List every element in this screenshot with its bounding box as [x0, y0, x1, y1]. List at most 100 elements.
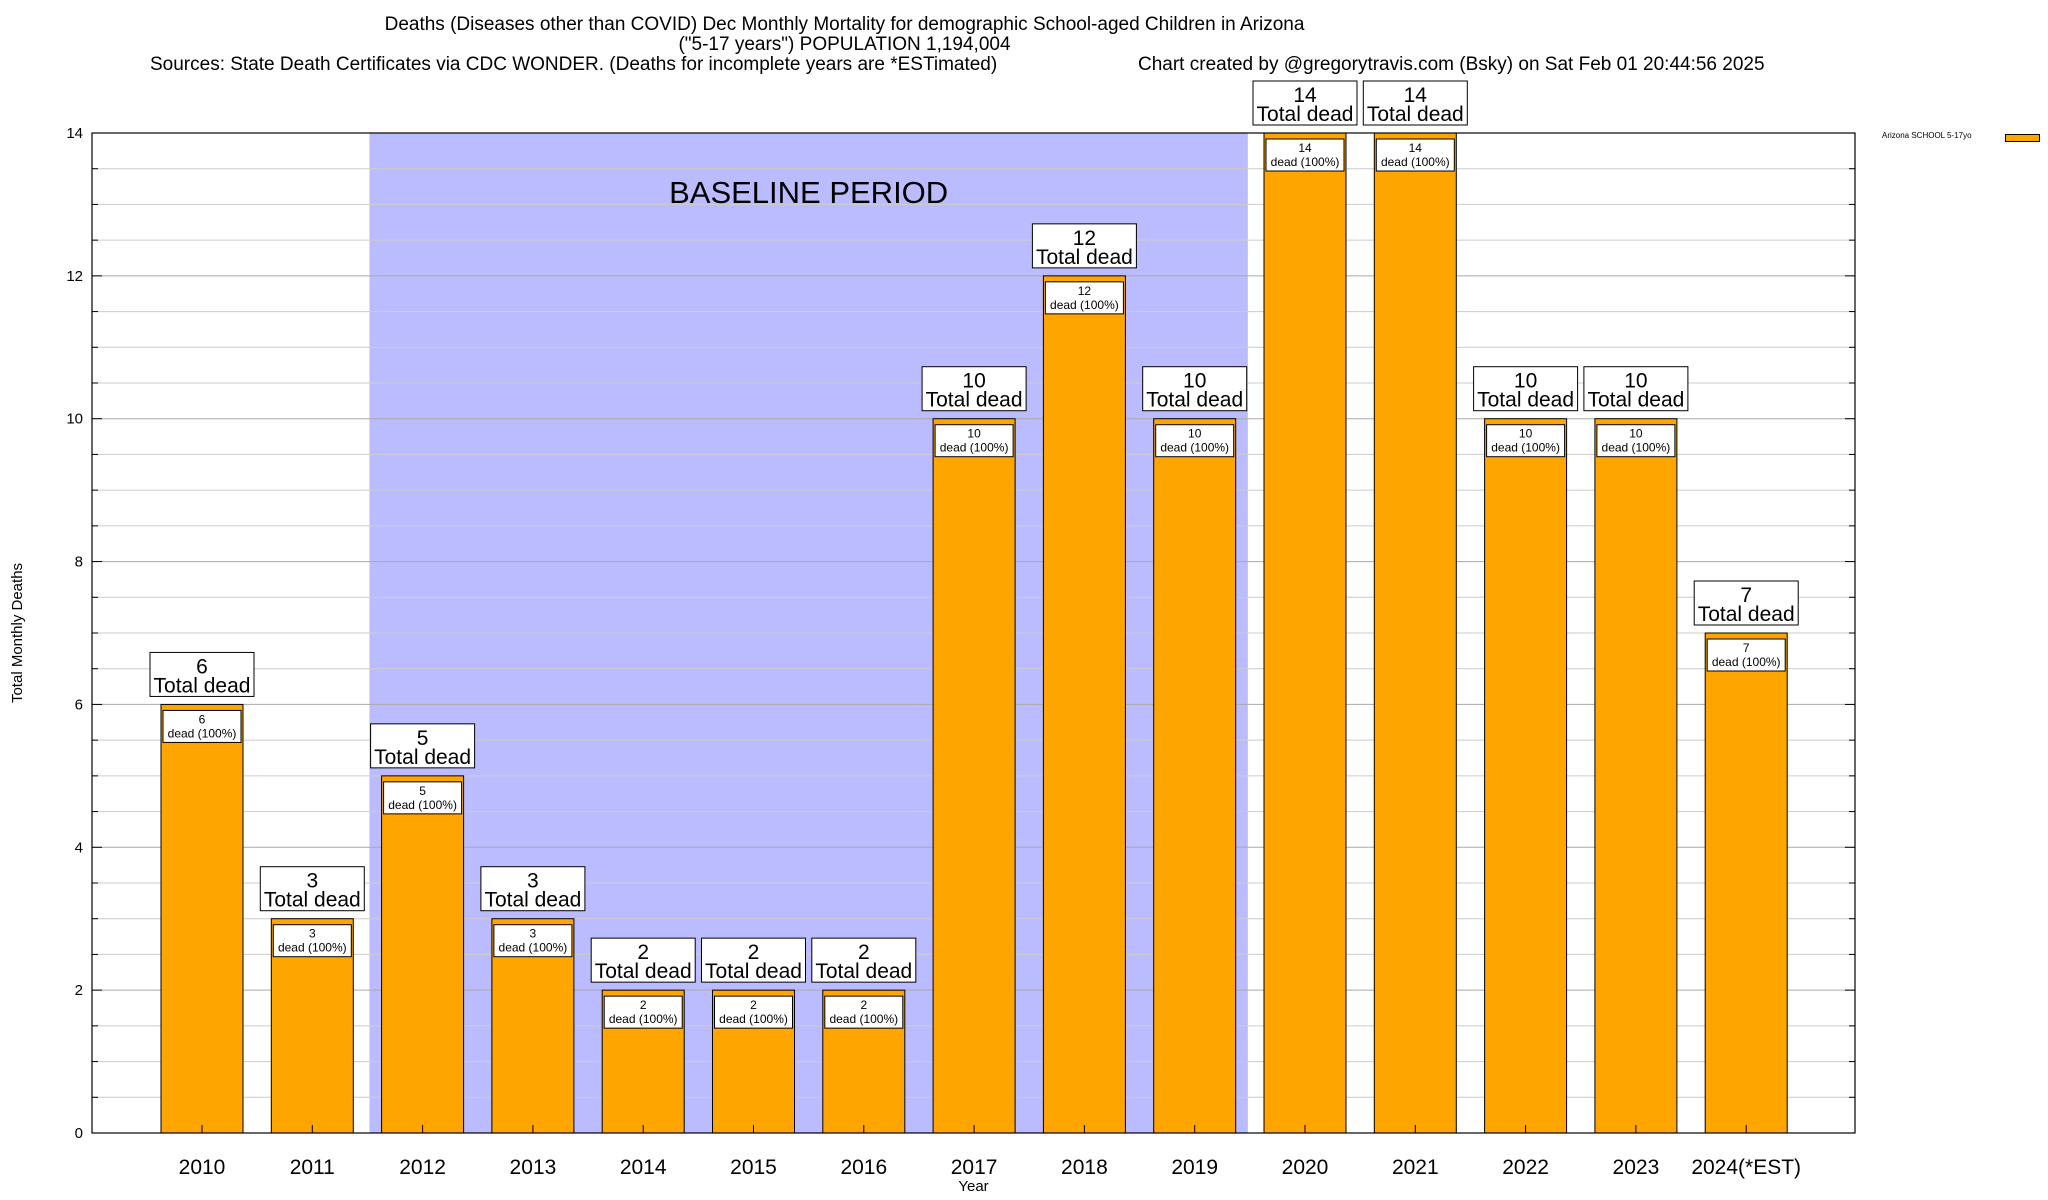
- bar-inner-box: [272, 924, 352, 958]
- total-label: Total dead: [484, 889, 581, 912]
- total-value: 6: [196, 655, 208, 678]
- total-value: 5: [417, 727, 429, 750]
- total-box: [1252, 80, 1358, 126]
- bar-inner-value: 10: [1629, 427, 1643, 441]
- chart-credit: Chart created by @gregorytravis.com (Bsk…: [1138, 54, 1765, 75]
- bar-inner-label: dead (100%): [1602, 441, 1671, 455]
- total-label: Total dead: [1257, 103, 1354, 126]
- total-box: [259, 866, 365, 912]
- legend-label: Arizona SCHOOL 5-17yo: [1882, 131, 1972, 140]
- total-label: Total dead: [264, 889, 361, 912]
- total-box: [1693, 580, 1799, 626]
- total-value: 10: [1514, 370, 1537, 393]
- chart-header: Deaths (Diseases other than COVID) Dec M…: [0, 0, 2048, 80]
- total-value: 14: [1404, 84, 1428, 107]
- bar: [1373, 132, 1457, 1134]
- x-tick-label: 2022: [1502, 1156, 1549, 1179]
- total-box: [480, 866, 586, 912]
- x-tick-label: 2010: [179, 1156, 226, 1179]
- total-box: [1473, 366, 1579, 412]
- bar-inner-value: 3: [530, 927, 537, 941]
- total-box: [590, 937, 696, 983]
- bar-inner-label: dead (100%): [1381, 155, 1450, 169]
- bar-inner-value: 2: [860, 998, 867, 1012]
- total-label: Total dead: [705, 960, 802, 983]
- bar-inner-box: [714, 995, 793, 1029]
- bar-inner-label: dead (100%): [1491, 441, 1560, 455]
- y-axis-label: Total Monthly Deaths: [9, 563, 26, 703]
- bar-inner-value: 14: [1298, 141, 1312, 155]
- bar-inner-label: dead (100%): [1160, 441, 1229, 455]
- y-tick-label: 0: [75, 1125, 83, 1142]
- total-value: 3: [527, 870, 539, 893]
- bar: [1263, 132, 1347, 1134]
- bar-inner-box: [934, 424, 1014, 458]
- total-label: Total dead: [1036, 246, 1133, 269]
- bar-inner-label: dead (100%): [1050, 298, 1119, 312]
- bar: [1484, 418, 1568, 1134]
- total-label: Total dead: [1587, 389, 1684, 412]
- total-box: [370, 723, 476, 769]
- total-label: Total dead: [1477, 389, 1574, 412]
- total-value: 2: [748, 941, 760, 964]
- total-value: 10: [1183, 370, 1206, 393]
- chart-title: Deaths (Diseases other than COVID) Dec M…: [384, 14, 1305, 35]
- x-tick-label: 2015: [730, 1156, 777, 1179]
- total-label: Total dead: [154, 674, 251, 697]
- bar-inner-label: dead (100%): [719, 1012, 788, 1026]
- y-tick-label: 8: [75, 554, 83, 571]
- x-tick-label: 2013: [510, 1156, 557, 1179]
- total-label: Total dead: [374, 746, 471, 769]
- bar-inner-value: 10: [1188, 427, 1202, 441]
- bar-inner-box: [1375, 138, 1455, 172]
- bar-inner-box: [1486, 424, 1566, 458]
- total-label: Total dead: [926, 389, 1023, 412]
- bar: [1042, 275, 1126, 1134]
- chart-sources: Sources: State Death Certificates via CD…: [150, 54, 998, 75]
- y-tick-label: 4: [75, 839, 83, 856]
- y-tick-label: 2: [75, 982, 83, 999]
- bar-inner-value: 14: [1409, 141, 1423, 155]
- bar-inner-box: [824, 995, 904, 1029]
- total-label: Total dead: [1698, 603, 1795, 626]
- chart-subtitle: ("5-17 years") POPULATION 1,194,004: [678, 34, 1011, 55]
- x-tick-label: 2020: [1282, 1156, 1329, 1179]
- bar-inner-value: 7: [1743, 641, 1750, 655]
- x-tick-label: 2021: [1392, 1156, 1439, 1179]
- bar-inner-label: dead (100%): [940, 441, 1009, 455]
- x-tick-label: 2017: [951, 1156, 998, 1179]
- total-box: [811, 937, 917, 983]
- bar-inner-box: [383, 781, 463, 815]
- bar-inner-label: dead (100%): [388, 798, 457, 812]
- bar-inner-value: 12: [1078, 284, 1092, 298]
- total-box: [701, 937, 806, 983]
- bar-inner-box: [162, 709, 242, 743]
- total-value: 2: [637, 941, 649, 964]
- bar: [1704, 632, 1788, 1134]
- x-axis-label: Year: [958, 1178, 988, 1195]
- total-box: [921, 366, 1027, 412]
- bar-inner-value: 3: [309, 927, 316, 941]
- total-label: Total dead: [1146, 389, 1243, 412]
- bar-inner-value: 5: [419, 784, 426, 798]
- total-value: 12: [1073, 227, 1096, 250]
- bar-inner-label: dead (100%): [499, 941, 568, 955]
- x-tick-label: 2018: [1061, 1156, 1108, 1179]
- bar-inner-label: dead (100%): [1712, 655, 1781, 669]
- x-tick-label: 2012: [399, 1156, 446, 1179]
- plot-frame: [91, 132, 1856, 1134]
- bar-inner-label: dead (100%): [278, 941, 347, 955]
- x-tick-label: 2014: [620, 1156, 667, 1179]
- total-value: 2: [858, 941, 870, 964]
- bar-inner-label: dead (100%): [829, 1012, 898, 1026]
- bar: [1594, 418, 1678, 1134]
- total-box: [1031, 223, 1137, 269]
- total-value: 3: [306, 870, 318, 893]
- bar-inner-label: dead (100%): [168, 726, 237, 740]
- legend-swatch: [2005, 134, 2040, 142]
- total-label: Total dead: [815, 960, 912, 983]
- bar-inner-box: [1706, 638, 1786, 672]
- total-value: 7: [1740, 584, 1752, 607]
- total-box: [1142, 366, 1248, 412]
